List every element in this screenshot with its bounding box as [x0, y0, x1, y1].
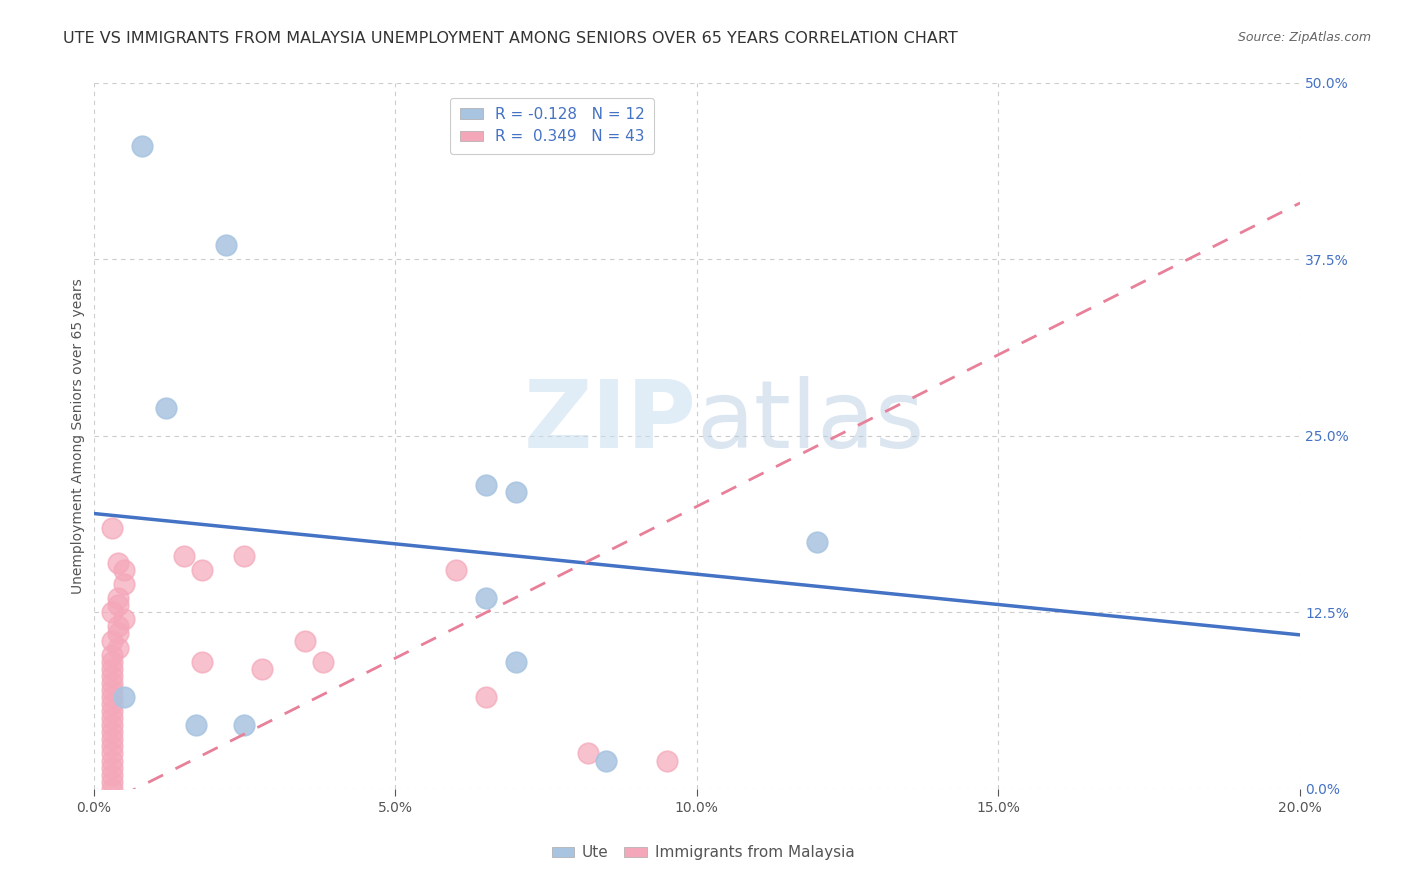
Point — [173, 549, 195, 563]
Y-axis label: Unemployment Among Seniors over 65 years: Unemployment Among Seniors over 65 years — [72, 278, 86, 594]
Point — [100, 676, 122, 690]
Text: ZIP: ZIP — [524, 376, 697, 467]
Point — [112, 563, 135, 577]
Point — [806, 534, 828, 549]
Point — [595, 754, 617, 768]
Point — [576, 747, 599, 761]
Point — [505, 655, 527, 669]
Point — [100, 633, 122, 648]
Point — [233, 718, 256, 732]
Point — [100, 761, 122, 775]
Point — [107, 619, 129, 633]
Point — [100, 774, 122, 789]
Point — [444, 563, 467, 577]
Legend: R = -0.128   N = 12, R =  0.349   N = 43: R = -0.128 N = 12, R = 0.349 N = 43 — [450, 97, 654, 153]
Point — [107, 640, 129, 655]
Text: Source: ZipAtlas.com: Source: ZipAtlas.com — [1237, 31, 1371, 45]
Point — [655, 754, 678, 768]
Point — [100, 739, 122, 754]
Point — [100, 754, 122, 768]
Point — [233, 549, 256, 563]
Point — [505, 485, 527, 500]
Point — [107, 626, 129, 640]
Point — [100, 690, 122, 704]
Point — [191, 563, 214, 577]
Text: UTE VS IMMIGRANTS FROM MALAYSIA UNEMPLOYMENT AMONG SENIORS OVER 65 YEARS CORRELA: UTE VS IMMIGRANTS FROM MALAYSIA UNEMPLOY… — [63, 31, 957, 46]
Point — [474, 690, 496, 704]
Point — [131, 139, 153, 153]
Point — [107, 591, 129, 606]
Point — [312, 655, 335, 669]
Point — [294, 633, 316, 648]
Point — [100, 662, 122, 676]
Point — [100, 781, 122, 796]
Point — [100, 655, 122, 669]
Point — [100, 711, 122, 725]
Point — [112, 690, 135, 704]
Point — [474, 478, 496, 492]
Point — [100, 648, 122, 662]
Point — [100, 520, 122, 534]
Point — [100, 747, 122, 761]
Point — [191, 655, 214, 669]
Point — [155, 401, 177, 415]
Point — [474, 591, 496, 606]
Point — [100, 605, 122, 619]
Point — [100, 682, 122, 697]
Point — [100, 669, 122, 683]
Point — [112, 612, 135, 626]
Legend: Ute, Immigrants from Malaysia: Ute, Immigrants from Malaysia — [546, 839, 860, 866]
Point — [107, 556, 129, 570]
Point — [100, 725, 122, 739]
Point — [100, 697, 122, 711]
Point — [100, 732, 122, 747]
Point — [107, 599, 129, 613]
Point — [252, 662, 274, 676]
Text: atlas: atlas — [697, 376, 925, 467]
Point — [100, 767, 122, 781]
Point — [112, 577, 135, 591]
Point — [184, 718, 207, 732]
Point — [100, 704, 122, 718]
Point — [215, 238, 238, 252]
Point — [100, 718, 122, 732]
